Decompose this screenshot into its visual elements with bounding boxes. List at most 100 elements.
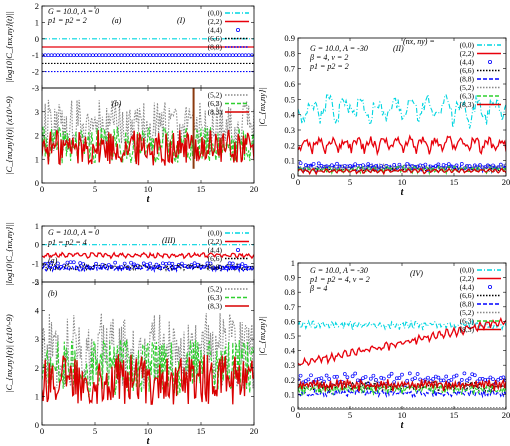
series-44-point [400,372,404,377]
series-44-point [413,376,417,381]
annotation: p1 = p2 = 4, v = 2 [309,275,370,284]
series-44-point [240,262,245,266]
annotation: β = 4, v = 2 [309,53,348,62]
series-44-point [298,377,300,382]
series-44-point [224,53,229,58]
y-tick-label: 1 [35,154,39,164]
series-44-point [113,53,117,58]
series-44-point [392,163,397,167]
x-tick-label: 5 [348,410,352,420]
y-axis-label: |C_{nx,ny}(t)| (x10^-9) [4,314,14,392]
y-tick-label: 0.5 [284,331,295,341]
series-44-point [202,53,207,58]
series-44-point [371,373,376,378]
x-axis-label: t [147,194,151,205]
series-44-point [368,376,373,381]
annotation: G = 10.0, A = 0 [48,7,99,16]
x-tick-label: 10 [144,426,153,436]
y-tick-label: 0 [35,34,39,44]
legend-label: (5,2) [208,91,223,100]
x-tick-label: 20 [250,184,259,194]
series-44-point [135,53,140,58]
series-44-point [423,162,428,167]
series-44-point [444,374,449,379]
series-44-point [467,376,472,381]
series-44-point [164,53,168,58]
panel-ii: 0 0.1 0.2 0.3 0.4 0.5 0.6 0.7 0.8 0.9 0 5 10 15 20 t |C_… [257,33,510,198]
y-tick-label: 0.7 [284,64,295,74]
series-44-point [407,371,412,376]
series-44-point [62,53,67,58]
legend-label: (2,2) [460,274,475,283]
y-tick-label: 0.4 [284,346,295,356]
series-44-point [454,373,459,378]
x-tick-label: 10 [144,184,153,194]
series-44-point [183,53,187,58]
y-axis-label: |C_{nx,ny}| [257,316,267,356]
series-44-point [335,161,339,166]
y-tick-label: 0.3 [284,360,295,370]
series-44-point [205,53,210,58]
series-44-point [243,53,248,58]
y-tick-label: 2 [35,1,39,11]
series-line-83 [298,378,506,392]
panel-iii-a: 10-1-2|log10|C_{nx,ny}|| (0,0)(2,2)(4,4)(… [4,221,255,287]
series-44-point [56,53,60,58]
y-tick-label: 0.6 [284,316,295,326]
series-44-point [122,53,127,58]
y-tick-label: 0.3 [284,125,295,135]
series-44-point [148,261,152,266]
series-44-point [353,371,358,376]
series-44-point [485,377,490,382]
legend-label: (8,3) [208,302,223,311]
series-44-point [498,162,503,167]
x-tick-label: 0 [296,177,300,187]
series-44-point [335,374,339,379]
series-44-point [240,53,245,58]
y-tick-label: -1 [32,258,39,268]
legend-label: (2,2) [460,49,475,58]
series-44-point [298,161,303,165]
series-44-point [350,374,355,379]
legend-label: (8,3) [208,108,223,117]
series-44-point [345,375,350,380]
y-tick-label: 0 [291,171,295,181]
series-line-83 [42,354,254,405]
panel-iv: 00.10.20.30.40.50.60.70.80.910 5 10 15 20t|C… [257,258,510,431]
series-44-point [192,261,197,266]
legend-label: (8,8) [460,75,475,84]
series-44-point [52,53,57,58]
series-44-point [488,375,493,380]
series-44-point [71,53,76,58]
legend-label: (6,3) [460,317,475,326]
legend-label: (0,0) [460,41,475,50]
legend-swatch [487,284,492,289]
series-line-63 [298,383,506,396]
legend-label: (6,6) [460,66,475,75]
y-tick-label: -2 [32,277,39,287]
y-tick-label: 4 [35,306,40,316]
series-44-point [145,53,149,58]
y-tick-label: -3 [32,83,39,93]
series-44-point [68,260,73,265]
series-44-point [405,378,410,383]
series-44-point [387,374,391,379]
series-44-point [68,53,73,58]
annotation: p1 = p2 = 4 [47,238,87,247]
annotation: p1 = p2 = 2 [309,62,349,71]
series-line-22 [298,316,506,367]
annotation: (II) [393,44,404,53]
x-tick-label: 10 [398,410,407,420]
series-44-point [113,260,117,265]
series-44-point [167,53,172,58]
x-tick-label: 20 [250,426,259,436]
legend-label: (2,2) [208,17,223,26]
y-tick-label: -2 [32,67,39,77]
series-44-point [342,372,347,376]
annotation: p1 = p2 = 2 [47,16,87,25]
annotation: (III) [162,236,176,245]
x-tick-label: 10 [398,177,407,187]
series-44-point [316,161,321,166]
series-line-63 [298,164,506,176]
series-44-point [49,53,54,58]
